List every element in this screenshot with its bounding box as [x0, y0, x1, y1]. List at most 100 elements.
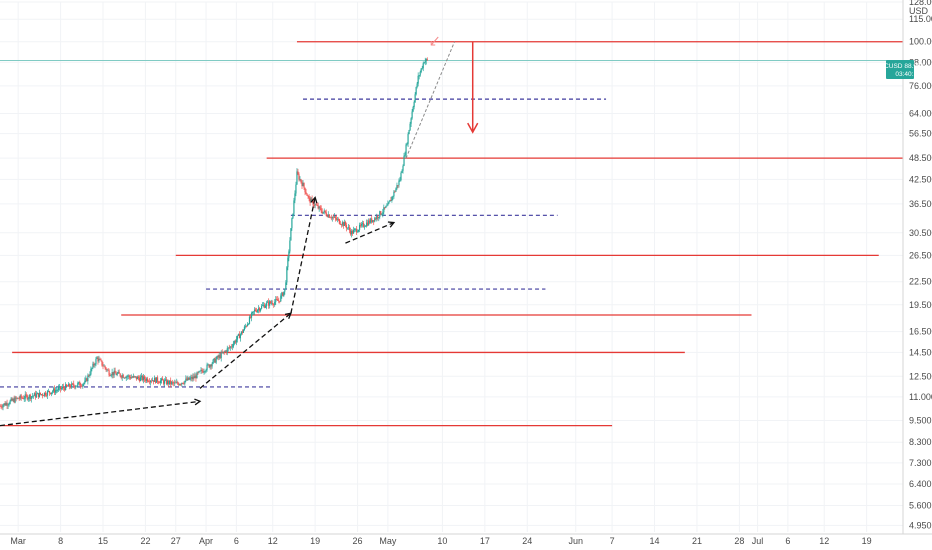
candle	[297, 168, 299, 176]
candle	[314, 203, 316, 209]
x-tick-label: 6	[234, 536, 239, 546]
candle	[411, 108, 413, 120]
candle	[393, 190, 395, 199]
candle-body	[184, 380, 186, 384]
candle-body	[73, 383, 75, 386]
candle	[300, 178, 302, 184]
trend-arrow-head	[194, 398, 202, 406]
candle-body	[227, 347, 229, 349]
candle	[146, 376, 149, 383]
candle	[39, 392, 42, 396]
candle	[101, 360, 103, 367]
candle-body	[21, 397, 23, 399]
candle-body	[278, 300, 280, 302]
candle-body	[102, 365, 104, 367]
x-axis[interactable]: Mar 8 15 22 27 Apr 6 12 19 26 May 10 17 24 Jun 7 14 21 28 J…	[10, 536, 871, 546]
candle	[68, 382, 70, 387]
candle-body	[418, 75, 420, 77]
candle	[326, 214, 328, 218]
candle-body	[91, 367, 93, 369]
candle-body	[314, 204, 316, 206]
candle-body	[404, 155, 406, 156]
candle	[423, 62, 425, 64]
candle	[240, 331, 243, 336]
candle-body	[392, 196, 394, 197]
candle-body	[284, 288, 286, 292]
candle-body	[356, 231, 359, 233]
candle	[119, 373, 121, 378]
candle	[221, 349, 223, 354]
candle-body	[372, 220, 374, 223]
candle	[77, 381, 79, 388]
candle	[345, 222, 348, 232]
candle	[291, 217, 293, 231]
candle-body	[54, 390, 57, 393]
candle-body	[140, 375, 143, 378]
candle	[166, 377, 168, 386]
candle-body	[357, 229, 360, 232]
candle	[391, 196, 393, 203]
candle-body	[162, 378, 164, 381]
candle	[229, 345, 231, 351]
candle	[420, 68, 422, 74]
candle-body	[383, 207, 385, 213]
candle	[236, 335, 238, 343]
candle	[191, 374, 193, 382]
candle-body	[331, 217, 333, 219]
candle	[234, 339, 236, 344]
candle	[226, 345, 228, 356]
candle-body	[217, 355, 219, 358]
candle	[335, 214, 337, 221]
candle-body	[41, 394, 44, 396]
candle	[347, 223, 350, 230]
candle	[384, 207, 386, 210]
candle	[121, 373, 123, 381]
candle	[264, 302, 266, 309]
candle-body	[198, 371, 200, 373]
candle	[323, 208, 325, 215]
candle	[12, 397, 14, 402]
x-tick-label: May	[379, 536, 397, 546]
candle-body	[122, 375, 124, 378]
candle	[270, 300, 272, 304]
candle-body	[158, 382, 161, 384]
candle-body	[133, 376, 135, 377]
candle	[50, 392, 53, 397]
candle-body	[69, 383, 71, 387]
candle-body	[281, 292, 283, 296]
candle	[36, 392, 38, 395]
candle-body	[136, 376, 138, 380]
candle-body	[294, 193, 296, 201]
candle-body	[377, 215, 379, 218]
candle-body	[156, 377, 159, 382]
candle	[416, 81, 418, 89]
peak-marker-arrow-head	[430, 41, 436, 46]
candle	[385, 205, 387, 209]
candle	[296, 168, 298, 185]
candle-body	[277, 299, 279, 301]
candle-body	[403, 155, 405, 166]
candle	[38, 389, 40, 398]
x-tick-label: 12	[819, 536, 829, 546]
candle-body	[46, 391, 49, 396]
candle-body	[298, 174, 300, 180]
candle	[271, 299, 273, 306]
candle-body	[337, 219, 339, 220]
candle-body	[96, 357, 98, 359]
candle-body	[363, 223, 365, 227]
candle-body	[206, 364, 208, 370]
candle-body	[116, 373, 118, 376]
candle-body	[180, 384, 182, 385]
candle	[265, 303, 267, 309]
candle-body	[398, 180, 400, 186]
y-axis[interactable]: 128.000 115.000 100.000 88.000 76.000 64.000 5…	[909, 0, 932, 530]
candle-body	[255, 310, 258, 312]
candle-body	[230, 346, 232, 348]
candle-body	[268, 301, 270, 306]
candle-body	[74, 385, 76, 388]
candle-body	[414, 94, 416, 103]
candle	[198, 370, 200, 374]
candle	[213, 358, 215, 363]
candle-body	[169, 380, 171, 385]
